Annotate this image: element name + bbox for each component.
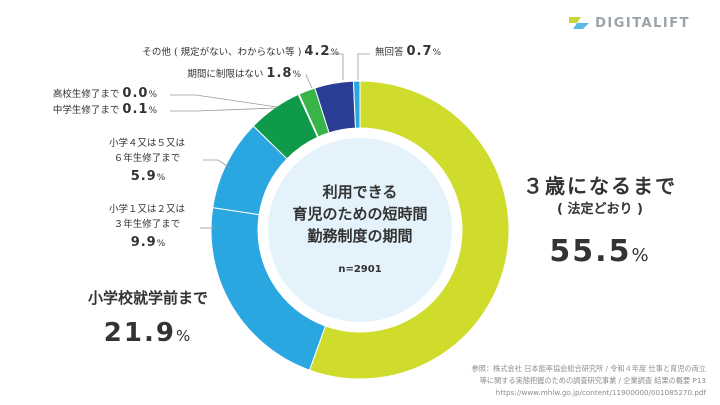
label-age3: ３歳になるまで ( 法定どおり ) 55.5% bbox=[523, 174, 677, 269]
label-no-limit: 期間に制限はない 1.8% bbox=[187, 66, 302, 81]
leader-line-highschool bbox=[170, 94, 278, 108]
donut-center-disc bbox=[268, 138, 452, 322]
leader-line-other bbox=[322, 53, 344, 80]
brand-logo: DIGITALIFT bbox=[569, 15, 690, 31]
label-preschool: 小学校就学前まで 21.9% bbox=[87, 289, 208, 348]
digitalift-logo-icon bbox=[569, 17, 590, 29]
donut-slice-1 bbox=[308, 80, 510, 380]
leader-line-no-limit bbox=[305, 74, 313, 89]
source-note: 参照：株式会社 日本能率協会総合研究所 / 令和４年度 仕事と育児の両立 等に関… bbox=[471, 364, 706, 397]
donut-slice-9 bbox=[352, 80, 361, 129]
label-grade123: 小学１又は２又は ３年生修了まで 9.9% bbox=[108, 204, 185, 250]
brand-name: DIGITALIFT bbox=[595, 15, 690, 31]
leader-line-juniorhigh bbox=[170, 107, 277, 112]
leader-line-grade456 bbox=[203, 159, 231, 169]
chart-title: 利用できる 育児のための短時間 勤務制度の期間 bbox=[292, 183, 428, 245]
label-no-answer: 無回答 0.7% bbox=[375, 44, 443, 59]
label-grade456: 小学４又は５又は ６年生修了まで 5.9% bbox=[108, 138, 185, 184]
leader-line-no-answer bbox=[357, 53, 370, 80]
label-juniorhigh: 中学生修了まで 0.1% bbox=[52, 102, 158, 117]
label-highschool: 高校生修了まで 0.0% bbox=[52, 86, 158, 101]
label-other: その他 ( 規定がない、わからない等 ) 4.2% bbox=[142, 44, 340, 59]
sample-size: n=2901 bbox=[338, 264, 382, 275]
